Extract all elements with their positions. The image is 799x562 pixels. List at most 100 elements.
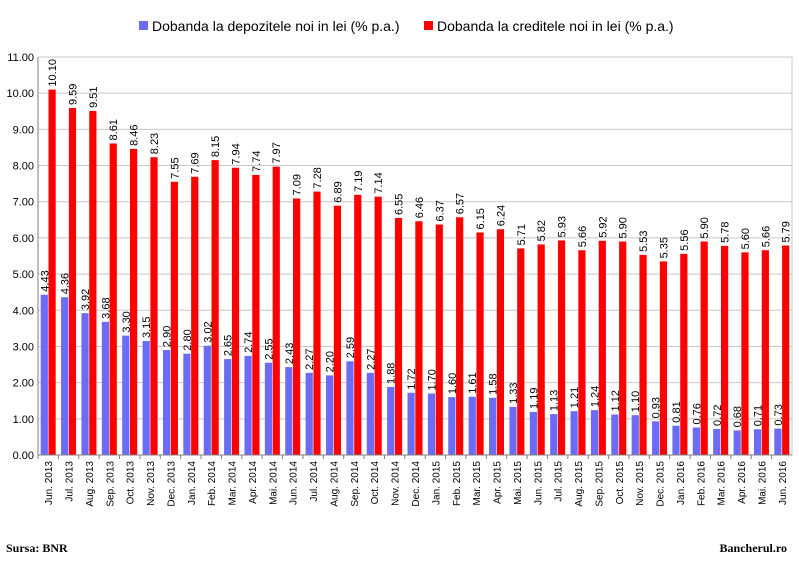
credit-rate-bar (680, 253, 688, 455)
credit-rate-bar (456, 217, 464, 455)
credit-rate-label: 7.14 (373, 172, 385, 193)
credit-rate-bar (130, 148, 138, 455)
deposit-rate-bar (489, 397, 497, 455)
deposit-rate-label: 3.30 (121, 311, 133, 332)
deposit-rate-bar (387, 386, 395, 455)
deposit-rate-bar (101, 321, 110, 455)
x-tick-label: Oct. 2014 (370, 461, 381, 505)
credit-rate-label: 8.61 (108, 119, 120, 140)
credit-rate-bar (354, 194, 362, 455)
deposit-rate-label: 1.60 (447, 373, 459, 394)
deposit-rate-bar (713, 428, 721, 455)
y-tick-label: 6.00 (13, 233, 34, 245)
deposit-rate-label: 0.73 (773, 404, 785, 425)
deposit-rate-label: 0.72 (712, 405, 724, 426)
credit-rate-label: 6.46 (414, 197, 426, 218)
deposit-rate-bar (244, 355, 252, 455)
x-tick-label: Nov. 2013 (146, 461, 157, 506)
deposit-rate-bar (631, 415, 639, 455)
deposit-rate-label: 2.74 (243, 331, 255, 352)
credit-rate-label: 7.55 (169, 157, 181, 178)
credit-rate-bar (517, 248, 525, 455)
x-tick-label: Mai. 2014 (268, 461, 279, 505)
deposit-rate-label: 3.02 (202, 321, 214, 342)
x-tick-label: Mar. 2016 (717, 461, 728, 506)
x-tick-label: Apr. 2015 (493, 461, 504, 504)
x-tick-label: Apr. 2016 (737, 461, 748, 504)
credit-rate-bar (741, 252, 749, 455)
y-axis-ticks: 0.00 1.00 2.00 3.00 4.00 5.00 6.00 7.00 8.00 9.00… (6, 52, 34, 462)
deposit-rate-bar (407, 392, 415, 455)
deposit-rate-label: 1.58 (488, 373, 500, 394)
credit-rate-bar (68, 108, 77, 456)
deposit-rate-label: 4.43 (39, 270, 51, 291)
credit-rate-bar (782, 245, 790, 455)
deposit-rate-label: 2.90 (162, 326, 174, 347)
credit-rate-bar (191, 176, 199, 455)
deposit-rate-label: 0.76 (691, 403, 703, 424)
deposit-rate-label: 2.80 (182, 329, 194, 350)
x-tick-label: Jun. 2016 (778, 461, 789, 505)
deposit-rate-bar (652, 421, 660, 455)
deposit-rate-label: 1.61 (467, 372, 479, 393)
credit-rate-label: 6.15 (475, 208, 487, 229)
axes (37, 57, 793, 456)
credit-rate-bar (639, 254, 647, 455)
x-tick-label: Feb. 2016 (696, 461, 707, 506)
credit-rate-label: 8.23 (149, 133, 161, 154)
credit-rate-label: 5.35 (658, 237, 670, 258)
deposit-rate-label: 3.15 (141, 317, 153, 338)
credit-rate-bar (598, 240, 606, 455)
credit-rate-label: 5.60 (740, 228, 752, 249)
deposit-rate-label: 1.33 (508, 382, 520, 403)
x-tick-label: Aug. 2015 (574, 461, 585, 507)
y-tick-label: 11.00 (7, 52, 34, 64)
credit-rate-bar (374, 196, 382, 456)
credit-rate-label: 5.79 (781, 221, 793, 242)
credit-rate-bar (700, 241, 708, 455)
credit-rate-bar (211, 160, 219, 456)
brand-name: Bancherul.ro (719, 541, 787, 555)
x-tick-label: Apr. 2014 (248, 461, 259, 504)
credit-rate-bar (476, 232, 484, 455)
deposit-rate-bar (692, 427, 700, 455)
deposit-rate-label: 0.93 (651, 397, 663, 418)
credit-rate-label: 5.78 (720, 221, 732, 242)
y-tick-label: 9.00 (13, 124, 34, 136)
x-tick-label: Dec. 2015 (656, 461, 667, 507)
credit-rate-bar (537, 244, 545, 455)
bars (40, 89, 790, 456)
data-labels: 4.43 4.36 3.92 3.68 3.30 3.15 2.90 2.80 3.02 2.65… (39, 59, 792, 427)
credit-rate-bar (313, 191, 321, 455)
credit-rate-bar (415, 221, 423, 455)
deposit-rate-label: 0.71 (753, 405, 765, 426)
deposit-rate-bar (122, 335, 130, 455)
x-tick-label: Nov. 2014 (391, 461, 402, 506)
y-tick-label: 4.00 (13, 305, 34, 317)
y-tick-label: 2.00 (13, 378, 34, 390)
deposit-rate-bar (611, 414, 619, 455)
deposit-rate-bar (733, 430, 741, 455)
x-tick-label: Aug. 2013 (85, 461, 96, 507)
credit-rate-label: 7.09 (292, 174, 304, 195)
deposit-rate-bar (590, 410, 599, 455)
x-tick-label: Jul. 2013 (65, 461, 76, 502)
deposit-rate-bar (509, 406, 517, 455)
deposit-rate-label: 1.10 (630, 391, 642, 412)
x-tick-label: Jul. 2015 (554, 461, 565, 502)
x-tick-label: Jan. 2016 (676, 461, 687, 505)
deposit-rate-label: 2.43 (284, 343, 296, 364)
deposit-rate-bar (162, 350, 171, 455)
deposit-rate-bar (529, 411, 537, 455)
credit-rate-label: 5.71 (516, 224, 528, 245)
legend-swatch-deposits (139, 21, 148, 30)
x-tick-label: Oct. 2015 (615, 461, 626, 505)
deposit-rate-bar (305, 372, 313, 455)
deposit-rate-label: 3.68 (100, 297, 112, 318)
x-tick-label: Feb. 2014 (207, 461, 218, 506)
credit-rate-label: 8.46 (129, 124, 141, 145)
credit-rate-label: 9.51 (88, 86, 100, 107)
x-tick-label: Jan. 2014 (187, 461, 198, 505)
x-tick-label: Jun. 2015 (533, 461, 544, 505)
credit-rate-label: 8.15 (210, 136, 222, 157)
